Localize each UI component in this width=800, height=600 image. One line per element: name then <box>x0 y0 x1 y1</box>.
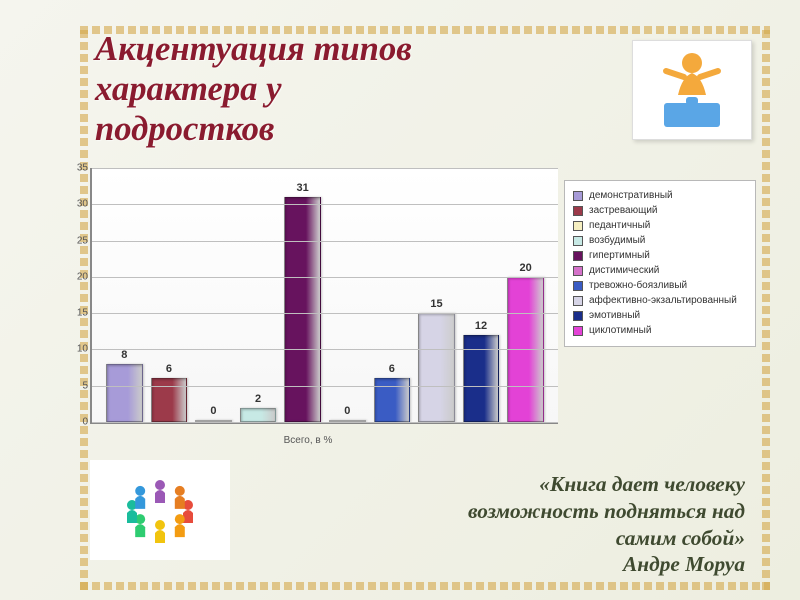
legend-item: тревожно-боязливый <box>573 280 747 292</box>
legend-label: возбудимый <box>589 235 645 247</box>
legend-label: застревающий <box>589 205 658 217</box>
legend-item: гипертимный <box>573 250 747 262</box>
bar-value-label: 0 <box>210 405 216 417</box>
ytick-label: 10 <box>64 344 88 355</box>
ytick-label: 20 <box>64 271 88 282</box>
legend-item: циклотимный <box>573 325 747 337</box>
legend-item: аффективно-экзальтированный <box>573 295 747 307</box>
legend-label: дистимический <box>589 265 659 277</box>
gridline <box>92 386 558 387</box>
chart-plot-area: 86023106151220 05101520253035 <box>90 168 558 424</box>
bar: 8 <box>106 364 143 422</box>
legend-item: возбудимый <box>573 235 747 247</box>
ytick-label: 5 <box>64 380 88 391</box>
legend-swatch <box>573 191 583 201</box>
quote-block: «Книга дает человекувозможность поднятьс… <box>260 471 745 578</box>
legend-item: педантичный <box>573 220 747 232</box>
quote-author: Андре Моруа <box>260 551 745 578</box>
legend-item: эмотивный <box>573 310 747 322</box>
gridline <box>92 204 558 205</box>
chart-legend: демонстративный застревающий педантичный во… <box>564 180 756 347</box>
ytick-label: 35 <box>64 163 88 174</box>
legend-swatch <box>573 311 583 321</box>
legend-swatch <box>573 251 583 261</box>
legend-swatch <box>573 206 583 216</box>
legend-label: гипертимный <box>589 250 650 262</box>
chart: 86023106151220 05101520253035 Всего, в % <box>58 168 558 448</box>
ytick-label: 25 <box>64 235 88 246</box>
chart-xaxis-label: Всего, в % <box>58 435 558 446</box>
legend-item: дистимический <box>573 265 747 277</box>
chart-bars: 86023106151220 <box>92 168 558 422</box>
bar-value-label: 12 <box>475 320 487 332</box>
corner-illustration <box>632 40 752 140</box>
bar-value-label: 6 <box>166 363 172 375</box>
bar-value-label: 15 <box>430 298 442 310</box>
quote-line: возможность подняться над <box>260 498 745 525</box>
legend-label: циклотимный <box>589 325 651 337</box>
legend-swatch <box>573 266 583 276</box>
title-line: Акцентуация типов <box>95 30 412 70</box>
legend-swatch <box>573 221 583 231</box>
gridline <box>92 422 558 423</box>
ytick-label: 15 <box>64 308 88 319</box>
legend-label: демонстративный <box>589 190 673 202</box>
decor-border-right <box>762 26 770 590</box>
bar-value-label: 8 <box>121 349 127 361</box>
title-line: характера у <box>95 70 412 110</box>
legend-label: тревожно-боязливый <box>589 280 687 292</box>
gridline <box>92 349 558 350</box>
legend-swatch <box>573 236 583 246</box>
quote-line: самим собой» <box>260 525 745 552</box>
legend-swatch <box>573 296 583 306</box>
bar-value-label: 0 <box>344 405 350 417</box>
bar-value-label: 31 <box>297 182 309 194</box>
gridline <box>92 168 558 169</box>
bar-value-label: 2 <box>255 393 261 405</box>
gridline <box>92 277 558 278</box>
bar-value-label: 6 <box>389 363 395 375</box>
page-title: Акцентуация типовхарактера уподростков <box>95 30 412 150</box>
bar-value-label: 20 <box>520 262 532 274</box>
legend-label: аффективно-экзальтированный <box>589 295 737 307</box>
title-line: подростков <box>95 110 412 150</box>
legend-label: педантичный <box>589 220 650 232</box>
bar: 2 <box>240 408 277 423</box>
ytick-label: 0 <box>64 417 88 428</box>
legend-item: демонстративный <box>573 190 747 202</box>
legend-item: застревающий <box>573 205 747 217</box>
legend-label: эмотивный <box>589 310 640 322</box>
bar: 31 <box>284 197 321 422</box>
legend-swatch <box>573 281 583 291</box>
ytick-label: 30 <box>64 199 88 210</box>
gridline <box>92 313 558 314</box>
quote-line: «Книга дает человеку <box>260 471 745 498</box>
bar: 15 <box>418 313 455 422</box>
bottom-illustration <box>90 460 230 560</box>
bar: 12 <box>463 335 500 422</box>
gridline <box>92 241 558 242</box>
decor-border-bottom <box>80 582 770 590</box>
legend-swatch <box>573 326 583 336</box>
